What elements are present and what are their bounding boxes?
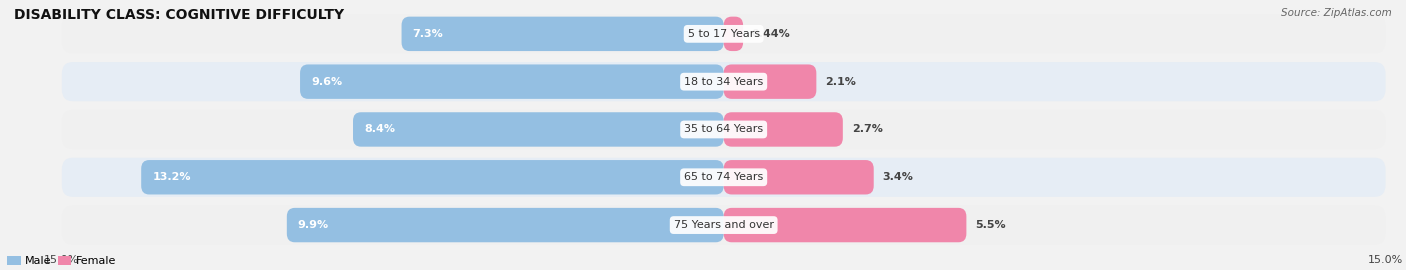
Text: 3.4%: 3.4% — [883, 172, 914, 182]
Text: Source: ZipAtlas.com: Source: ZipAtlas.com — [1281, 8, 1392, 18]
FancyBboxPatch shape — [62, 205, 1385, 245]
Text: 2.1%: 2.1% — [825, 77, 856, 87]
FancyBboxPatch shape — [724, 112, 842, 147]
Text: 0.44%: 0.44% — [752, 29, 790, 39]
Text: 35 to 64 Years: 35 to 64 Years — [685, 124, 763, 134]
Text: 9.9%: 9.9% — [298, 220, 329, 230]
Legend: Male, Female: Male, Female — [3, 252, 121, 270]
FancyBboxPatch shape — [724, 208, 966, 242]
FancyBboxPatch shape — [62, 110, 1385, 149]
FancyBboxPatch shape — [402, 17, 724, 51]
Text: 7.3%: 7.3% — [412, 29, 443, 39]
Text: 65 to 74 Years: 65 to 74 Years — [685, 172, 763, 182]
Text: 8.4%: 8.4% — [364, 124, 395, 134]
Text: 15.0%: 15.0% — [1368, 255, 1403, 265]
Text: 75 Years and over: 75 Years and over — [673, 220, 773, 230]
Text: 13.2%: 13.2% — [152, 172, 191, 182]
FancyBboxPatch shape — [287, 208, 724, 242]
FancyBboxPatch shape — [62, 62, 1385, 101]
Text: 5.5%: 5.5% — [976, 220, 1005, 230]
FancyBboxPatch shape — [724, 17, 744, 51]
FancyBboxPatch shape — [353, 112, 724, 147]
Text: DISABILITY CLASS: COGNITIVE DIFFICULTY: DISABILITY CLASS: COGNITIVE DIFFICULTY — [14, 8, 344, 22]
FancyBboxPatch shape — [299, 65, 724, 99]
Text: 2.7%: 2.7% — [852, 124, 883, 134]
Text: 9.6%: 9.6% — [311, 77, 342, 87]
FancyBboxPatch shape — [724, 160, 873, 194]
FancyBboxPatch shape — [724, 65, 817, 99]
FancyBboxPatch shape — [62, 158, 1385, 197]
FancyBboxPatch shape — [141, 160, 724, 194]
FancyBboxPatch shape — [62, 14, 1385, 53]
Text: 5 to 17 Years: 5 to 17 Years — [688, 29, 759, 39]
Text: 18 to 34 Years: 18 to 34 Years — [685, 77, 763, 87]
Text: 15.0%: 15.0% — [44, 255, 79, 265]
